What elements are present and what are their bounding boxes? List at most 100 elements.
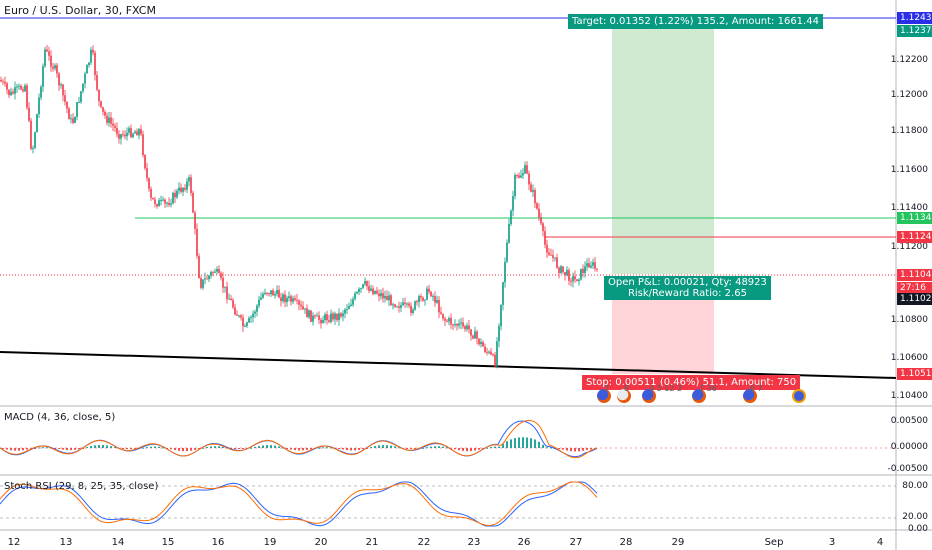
candle-body bbox=[274, 293, 276, 296]
target-label[interactable]: Target: 0.01352 (1.22%) 135.2, Amount: 1… bbox=[568, 14, 823, 29]
candle-body bbox=[320, 319, 322, 324]
macd-histogram-bar bbox=[506, 441, 508, 448]
open-pl-box[interactable]: Open P&L: 0.00021, Qty: 48923 Risk/Rewar… bbox=[604, 276, 771, 300]
candle-body bbox=[214, 271, 216, 273]
candle-body bbox=[514, 175, 516, 197]
macd-histogram-bar bbox=[238, 448, 240, 449]
candle-body bbox=[406, 303, 408, 305]
candle-body bbox=[414, 301, 416, 310]
candle-body bbox=[242, 317, 244, 327]
event-flag-icon[interactable]: 4 5 12 2 bbox=[642, 384, 682, 403]
macd-histogram-bar bbox=[558, 448, 560, 449]
macd-histogram-bar bbox=[130, 448, 132, 450]
candle-body bbox=[150, 188, 152, 198]
candle-body bbox=[178, 187, 180, 191]
candle-body bbox=[114, 125, 116, 128]
macd-histogram-bar bbox=[162, 447, 164, 449]
candle-body bbox=[534, 190, 536, 204]
macd-histogram-bar bbox=[98, 444, 100, 448]
candle-body bbox=[318, 315, 320, 320]
candle-body bbox=[322, 320, 324, 324]
candle-body bbox=[480, 341, 482, 345]
candle-body bbox=[68, 108, 70, 120]
candle-body bbox=[134, 131, 136, 134]
event-flag-icon[interactable]: 8 bbox=[617, 384, 631, 403]
candle-body bbox=[130, 128, 132, 138]
candle-body bbox=[254, 311, 256, 314]
candle-body bbox=[464, 326, 466, 330]
candle-body bbox=[560, 266, 562, 273]
candle-body bbox=[570, 280, 572, 282]
symbol-title[interactable]: Euro / U.S. Dollar, 30, FXCM bbox=[4, 4, 156, 17]
macd-histogram-bar bbox=[198, 448, 200, 449]
candle-body bbox=[42, 66, 44, 87]
macd-series[interactable] bbox=[0, 419, 598, 459]
candle-body bbox=[470, 329, 472, 336]
candle-body bbox=[398, 306, 400, 308]
candle-body bbox=[444, 318, 446, 321]
candle-body bbox=[344, 309, 346, 314]
candle-body bbox=[116, 127, 118, 135]
candle-body bbox=[44, 49, 46, 67]
candle-body bbox=[180, 187, 182, 192]
candle-body bbox=[78, 102, 80, 104]
macd-histogram-bar bbox=[358, 448, 360, 450]
time-tick: 22 bbox=[417, 537, 431, 548]
candle-body bbox=[20, 85, 22, 90]
candle-body bbox=[174, 192, 176, 198]
candle-body bbox=[122, 134, 124, 136]
macd-histogram-bar bbox=[362, 448, 364, 450]
macd-histogram-bar bbox=[146, 447, 148, 449]
candle-body bbox=[30, 120, 32, 149]
candle-body bbox=[440, 312, 442, 314]
event-flag-icon[interactable] bbox=[792, 389, 806, 403]
macd-histogram-bar bbox=[78, 448, 80, 450]
candle-body bbox=[550, 254, 552, 256]
candle-body bbox=[314, 315, 316, 317]
event-flag-icon[interactable]: 7 36 bbox=[692, 384, 717, 403]
macd-histogram-bar bbox=[122, 448, 124, 449]
candle-body bbox=[482, 341, 484, 347]
candle-body bbox=[506, 242, 508, 262]
candle-body bbox=[56, 65, 58, 74]
candle-body bbox=[394, 304, 396, 307]
event-count: 2 bbox=[604, 384, 610, 393]
macd-histogram-bar bbox=[526, 437, 528, 448]
macd-histogram-bar bbox=[302, 448, 304, 451]
macd-histogram-bar bbox=[190, 448, 192, 451]
event-flag-icon[interactable]: 2 bbox=[597, 384, 611, 403]
candle-body bbox=[172, 192, 174, 204]
macd-histogram-bar bbox=[370, 447, 372, 449]
macd-signal-line bbox=[0, 419, 598, 459]
candle-body bbox=[558, 267, 560, 273]
candle-body bbox=[446, 320, 448, 322]
candlestick-series[interactable] bbox=[0, 45, 598, 369]
stoch-title[interactable]: Stoch RSI (29, 8, 25, 35, close) bbox=[4, 481, 159, 492]
macd-histogram-bar bbox=[42, 447, 44, 449]
candle-body bbox=[60, 84, 62, 86]
time-tick: 14 bbox=[111, 537, 125, 548]
macd-title[interactable]: MACD (4, 36, close, 5) bbox=[4, 412, 116, 423]
candle-body bbox=[448, 318, 450, 322]
profit-zone[interactable] bbox=[612, 18, 714, 274]
candle-body bbox=[166, 202, 168, 204]
candle-body bbox=[366, 280, 368, 287]
macd-histogram-bar bbox=[70, 448, 72, 451]
candle-body bbox=[362, 284, 364, 289]
stop-label[interactable]: Stop: 0.00511 (0.46%) 51.1, Amount: 750 bbox=[582, 375, 801, 390]
candle-body bbox=[436, 299, 438, 303]
candle-body bbox=[372, 288, 374, 294]
candle-body bbox=[40, 86, 42, 98]
candle-body bbox=[460, 322, 462, 324]
candle-body bbox=[468, 325, 470, 330]
event-flag-icon[interactable]: 6 7 bbox=[743, 384, 763, 403]
macd-histogram-bar bbox=[62, 448, 64, 450]
trend-line[interactable] bbox=[0, 351, 897, 379]
macd-histogram-bar bbox=[490, 447, 492, 449]
stoch-series[interactable] bbox=[0, 481, 598, 527]
candle-body bbox=[206, 278, 208, 280]
candle-body bbox=[106, 115, 108, 123]
candle-body bbox=[346, 309, 348, 311]
